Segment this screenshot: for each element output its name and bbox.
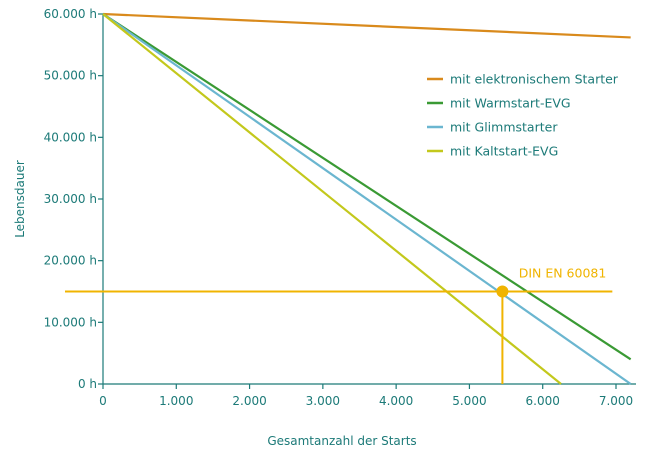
reference-label: DIN EN 60081 bbox=[519, 266, 607, 281]
reference-group: DIN EN 60081 bbox=[65, 266, 613, 384]
y-tick-label: 40.000 h bbox=[44, 130, 97, 144]
x-tick-label: 7.000 bbox=[599, 394, 633, 408]
reference-point bbox=[496, 285, 509, 298]
x-tick-label: 1.000 bbox=[159, 394, 193, 408]
y-tick-label: 10.000 h bbox=[44, 315, 97, 329]
series-line bbox=[102, 13, 632, 361]
series-lines bbox=[102, 12, 632, 385]
legend-label: mit Kaltstart-EVG bbox=[450, 144, 558, 159]
legend-label: mit Glimmstarter bbox=[450, 120, 558, 135]
series-line bbox=[102, 12, 631, 39]
legend-label: mit elektronischem Starter bbox=[450, 72, 619, 87]
x-tick-label: 6.000 bbox=[526, 394, 560, 408]
x-axis-title: Gesamtanzahl der Starts bbox=[267, 434, 416, 448]
series-line bbox=[102, 13, 562, 385]
x-tick-label: 3.000 bbox=[306, 394, 340, 408]
y-axis-title: Lebensdauer bbox=[13, 160, 27, 238]
y-tick-label: 60.000 h bbox=[44, 7, 97, 21]
x-tick-label: 2.000 bbox=[232, 394, 266, 408]
y-tick-label: 50.000 h bbox=[44, 69, 97, 83]
legend: mit elektronischem Starter mit Warmstart-… bbox=[427, 72, 619, 159]
x-tick-label: 5.000 bbox=[452, 394, 486, 408]
y-tick-label: 20.000 h bbox=[44, 254, 97, 268]
y-axis-ticks: 0 h 10.000 h 20.000 h 30.000 h 40.000 h 50.00… bbox=[44, 7, 103, 391]
x-tick-label: 4.000 bbox=[379, 394, 413, 408]
x-axis-ticks: 0 1.000 2.000 3.000 4.000 5.000 6.000 7.000 bbox=[99, 384, 633, 408]
x-tick-label: 0 bbox=[99, 394, 107, 408]
series-line bbox=[102, 13, 632, 385]
y-tick-label: 30.000 h bbox=[44, 192, 97, 206]
y-tick-label: 0 h bbox=[78, 377, 97, 391]
legend-label: mit Warmstart-EVG bbox=[450, 96, 571, 111]
